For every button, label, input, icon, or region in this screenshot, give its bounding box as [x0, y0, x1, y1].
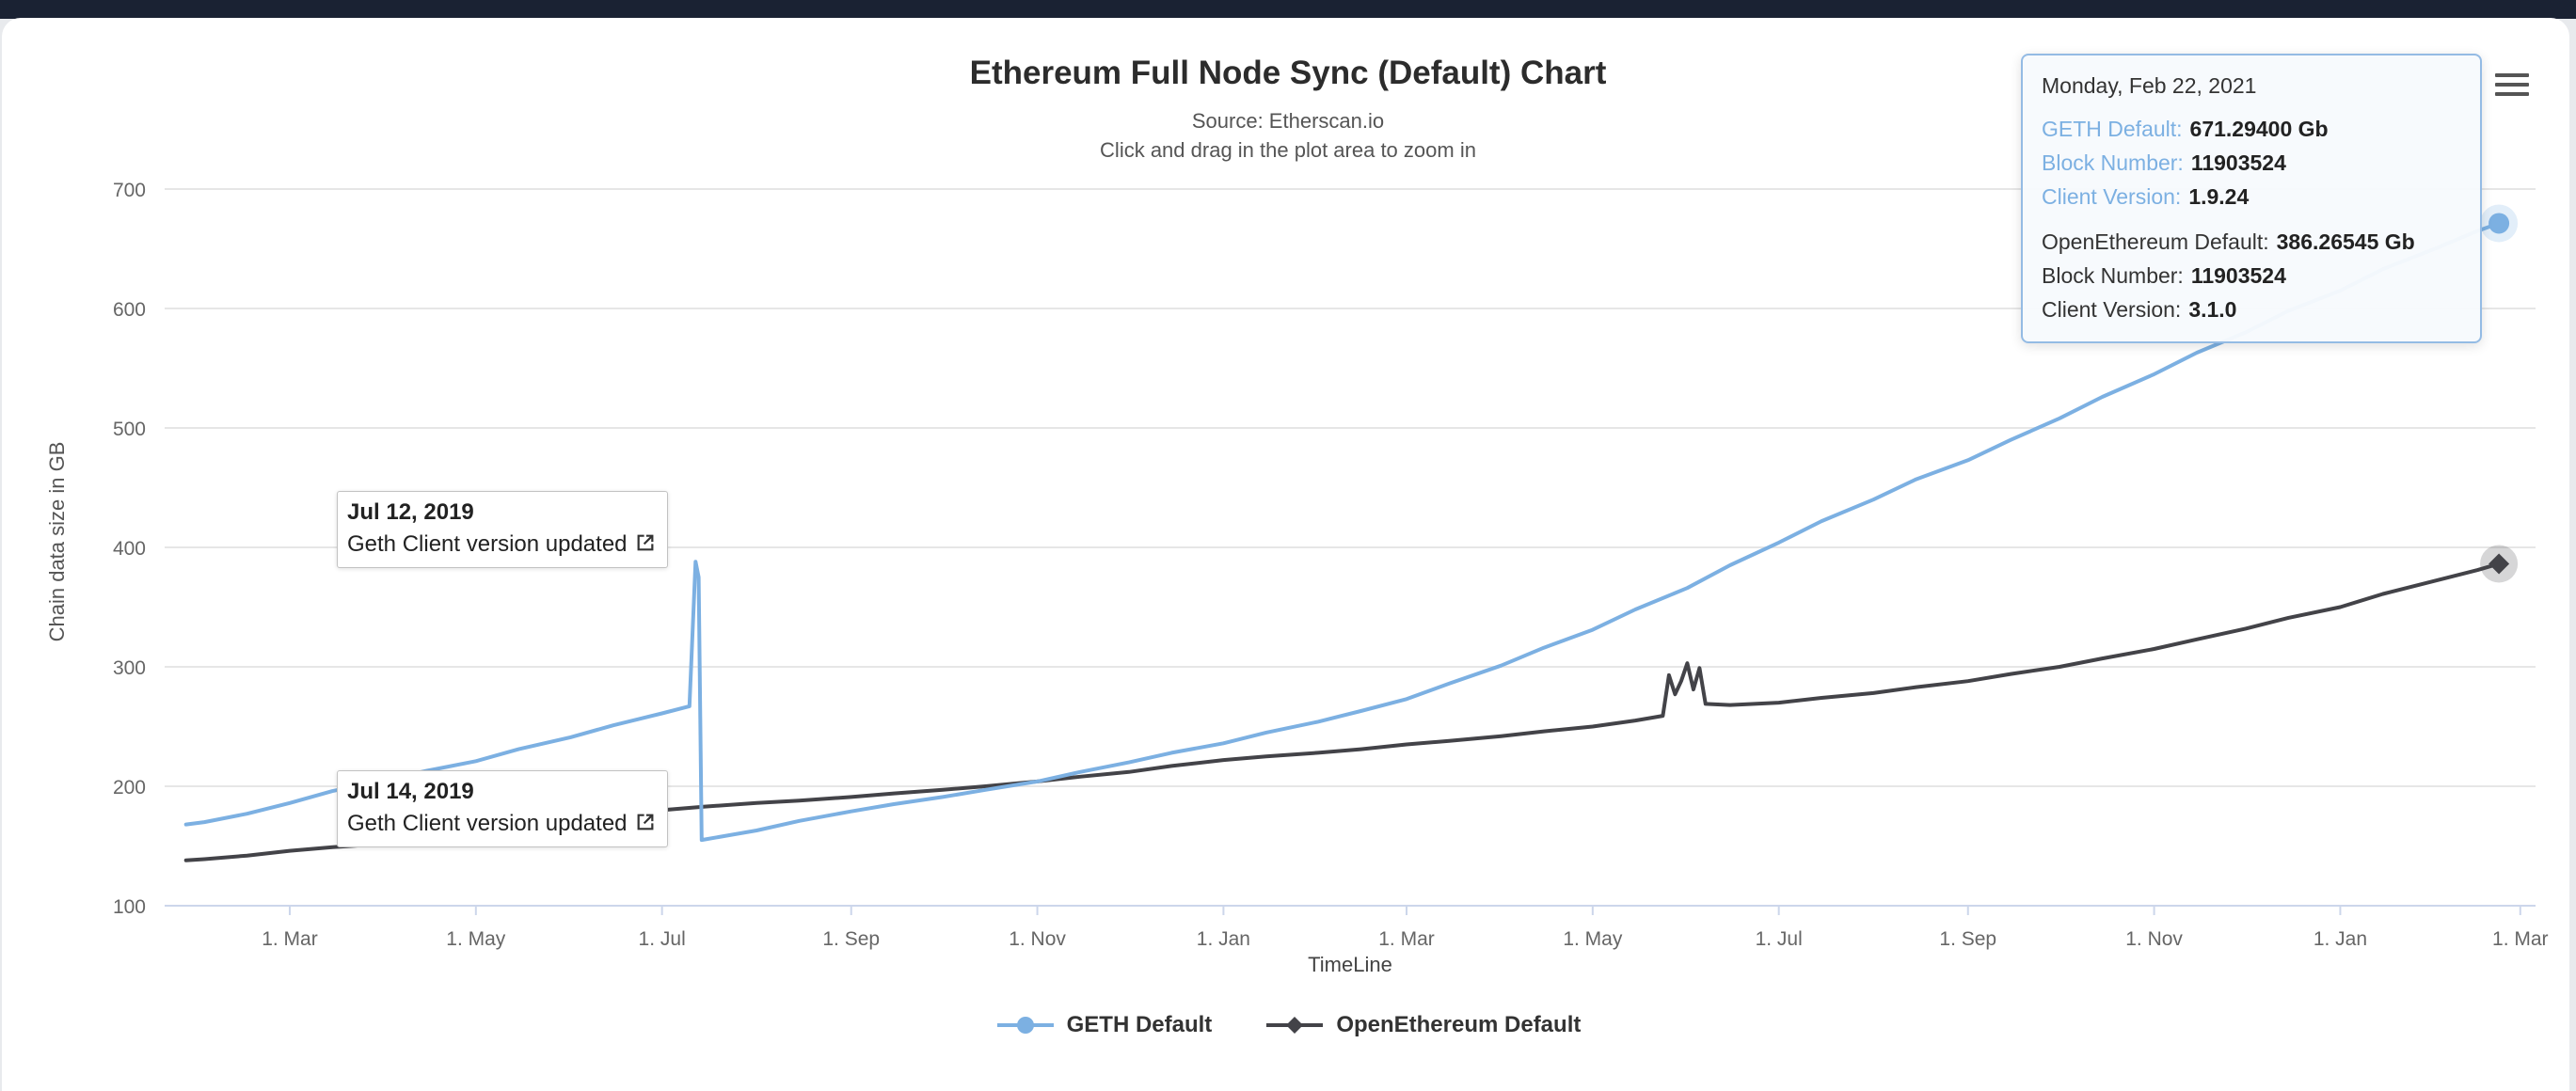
annotation-jul-14-2019: Jul 14, 2019 Geth Client version updated — [337, 770, 668, 847]
external-link-icon[interactable] — [635, 810, 656, 830]
y-axis-title: Chain data size in GB — [45, 441, 69, 642]
x-tick-label: 1. Mar — [262, 928, 318, 950]
chart-source: Source: Etherscan.io — [1191, 109, 1385, 133]
x-tick-label: 1. Mar — [2492, 928, 2549, 950]
tooltip-label: Client Version: — [2042, 184, 2182, 209]
y-tick-label: 700 — [113, 180, 146, 201]
legend-item-openethereum-default[interactable]: OpenEthereum Default — [1264, 1012, 1581, 1038]
legend-label: GETH Default — [1066, 1012, 1213, 1037]
tooltip-row: Client Version: 3.1.0 — [2042, 293, 2461, 326]
tooltip-row: OpenEthereum Default: 386.26545 Gb — [2042, 225, 2461, 259]
annotation-jul-12-2019: Jul 12, 2019 Geth Client version updated — [337, 491, 668, 568]
x-tick-label: 1. Jan — [1197, 928, 1250, 950]
tooltip-value: 11903524 — [2190, 263, 2286, 288]
tooltip-label: Block Number: — [2042, 263, 2184, 288]
chart-context-menu-button[interactable] — [2495, 73, 2529, 100]
x-tick-label: 1. Sep — [822, 928, 880, 950]
x-tick-label: 1. May — [1563, 928, 1623, 950]
tooltip-value: 671.29400 Gb — [2189, 117, 2329, 141]
tooltip-value: 1.9.24 — [2188, 184, 2250, 209]
tooltip-value: 386.26545 Gb — [2276, 229, 2415, 254]
tooltip-label: Client Version: — [2042, 297, 2182, 322]
series-line-geth-default[interactable] — [183, 221, 2502, 843]
x-tick-label: 1. Jul — [1756, 928, 1803, 950]
annotation-date: Jul 12, 2019 — [347, 499, 474, 525]
legend: GETH Default OpenEthereum Default — [0, 1012, 2576, 1038]
y-tick-label: 500 — [113, 419, 146, 440]
tooltip-row: GETH Default: 671.29400 Gb — [2042, 112, 2461, 146]
burger-bar — [2495, 83, 2529, 87]
burger-bar — [2495, 73, 2529, 77]
tooltip-row: Client Version: 1.9.24 — [2042, 180, 2461, 213]
burger-bar — [2495, 92, 2529, 96]
tooltip-row: Block Number: 11903524 — [2042, 146, 2461, 180]
tooltip-label: OpenEthereum Default: — [2042, 229, 2269, 254]
y-tick-label: 200 — [113, 777, 146, 798]
x-tick-label: 1. Nov — [2125, 928, 2183, 950]
tooltip-date-header: Monday, Feb 22, 2021 — [2042, 73, 2257, 98]
y-tick-label: 100 — [113, 896, 146, 918]
x-tick-label: 1. Jan — [2314, 928, 2367, 950]
chart-title: Ethereum Full Node Sync (Default) Chart — [969, 55, 1607, 91]
chart-tooltip: Monday, Feb 22, 2021 GETH Default: 671.29… — [2021, 54, 2482, 343]
series-end-marker-geth-default[interactable] — [2489, 213, 2510, 234]
line-circle-marker-icon — [996, 1017, 1054, 1034]
x-axis-title: TimeLine — [1308, 953, 1392, 976]
y-tick-label: 600 — [113, 299, 146, 321]
annotation-text: Geth Client version updated — [347, 531, 628, 557]
tooltip-label: Block Number: — [2042, 150, 2184, 175]
tooltip-row: Block Number: 11903524 — [2042, 259, 2461, 293]
annotation-date: Jul 14, 2019 — [347, 779, 474, 804]
external-link-icon[interactable] — [635, 530, 656, 551]
tooltip-value: 11903524 — [2190, 150, 2286, 175]
annotation-text: Geth Client version updated — [347, 811, 628, 836]
tooltip-value: 3.1.0 — [2188, 297, 2237, 322]
top-bar — [0, 0, 2576, 19]
x-tick-label: 1. Jul — [639, 928, 686, 950]
x-tick-label: 1. Sep — [1939, 928, 1996, 950]
y-tick-label: 400 — [113, 538, 146, 560]
x-tick-label: 1. Nov — [1009, 928, 1066, 950]
y-tick-label: 300 — [113, 657, 146, 679]
tooltip-label: GETH Default: — [2042, 117, 2183, 141]
series-end-marker-openethereum-default[interactable] — [2489, 553, 2510, 575]
x-tick-label: 1. Mar — [1378, 928, 1435, 950]
chart-zoom-hint: Click and drag in the plot area to zoom … — [1100, 138, 1476, 162]
x-tick-label: 1. May — [446, 928, 506, 950]
legend-label: OpenEthereum Default — [1336, 1012, 1582, 1037]
legend-item-geth-default[interactable]: GETH Default — [995, 1012, 1213, 1038]
line-diamond-marker-icon — [1266, 1017, 1324, 1034]
